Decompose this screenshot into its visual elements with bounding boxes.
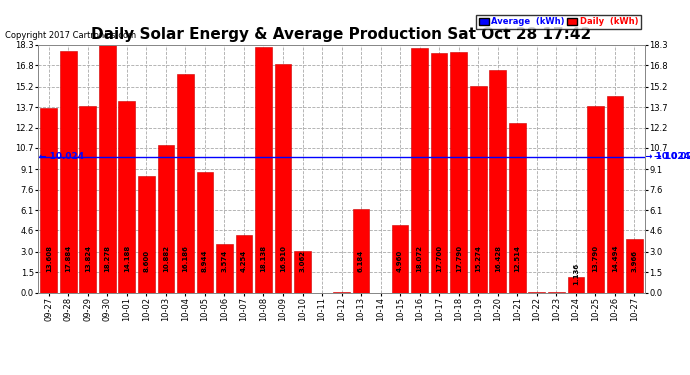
Bar — [626, 239, 642, 292]
Text: 13.824: 13.824 — [85, 245, 91, 272]
Bar — [177, 74, 194, 292]
Bar — [568, 277, 584, 292]
Bar — [79, 105, 96, 292]
Bar — [431, 53, 448, 292]
Text: → 10.024: → 10.024 — [645, 152, 690, 161]
Bar — [99, 45, 115, 292]
Legend: Average  (kWh), Daily  (kWh): Average (kWh), Daily (kWh) — [477, 15, 641, 28]
Text: 16.910: 16.910 — [280, 245, 286, 272]
Text: 3.574: 3.574 — [221, 250, 228, 272]
Text: 8.600: 8.600 — [144, 250, 149, 272]
Title: Daily Solar Energy & Average Production Sat Oct 28 17:42: Daily Solar Energy & Average Production … — [91, 27, 591, 42]
Text: Copyright 2017 Cartronics.com: Copyright 2017 Cartronics.com — [5, 31, 136, 40]
Text: 18.138: 18.138 — [260, 245, 266, 272]
Bar — [353, 209, 369, 292]
Text: 16.428: 16.428 — [495, 245, 501, 272]
Text: ← 10.024: ← 10.024 — [39, 152, 84, 161]
Bar — [411, 48, 428, 292]
Bar — [138, 176, 155, 292]
Text: 15.274: 15.274 — [475, 245, 481, 272]
Bar — [451, 52, 467, 292]
Text: 16.186: 16.186 — [182, 245, 188, 272]
Text: 17.884: 17.884 — [66, 245, 71, 272]
Text: 12.514: 12.514 — [514, 245, 520, 272]
Text: 17.790: 17.790 — [455, 245, 462, 272]
Bar — [157, 146, 174, 292]
Bar — [470, 86, 486, 292]
Text: 13.790: 13.790 — [592, 245, 598, 272]
Bar — [294, 251, 310, 292]
Bar — [235, 235, 253, 292]
Bar — [392, 225, 408, 292]
Text: 8.944: 8.944 — [202, 250, 208, 272]
Bar — [41, 108, 57, 292]
Bar — [275, 64, 291, 292]
Text: 14.494: 14.494 — [612, 245, 618, 272]
Text: 10.882: 10.882 — [163, 245, 169, 272]
Text: 6.184: 6.184 — [358, 250, 364, 272]
Text: 4.960: 4.960 — [397, 250, 403, 272]
Text: → 10.024: → 10.024 — [654, 152, 690, 161]
Text: 1.136: 1.136 — [573, 263, 579, 285]
Text: 13.608: 13.608 — [46, 245, 52, 272]
Bar — [197, 171, 213, 292]
Text: 18.278: 18.278 — [104, 245, 110, 272]
Text: 3.966: 3.966 — [631, 250, 638, 272]
Bar — [119, 100, 135, 292]
Bar — [587, 106, 604, 292]
Text: 4.254: 4.254 — [241, 250, 247, 272]
Text: 3.062: 3.062 — [299, 250, 306, 272]
Bar — [255, 47, 272, 292]
Text: 14.188: 14.188 — [124, 245, 130, 272]
Text: 17.700: 17.700 — [436, 245, 442, 272]
Bar — [509, 123, 526, 292]
Text: 18.072: 18.072 — [417, 245, 423, 272]
Bar — [216, 244, 233, 292]
Bar — [489, 70, 506, 292]
Bar — [60, 51, 77, 292]
Bar — [607, 96, 623, 292]
